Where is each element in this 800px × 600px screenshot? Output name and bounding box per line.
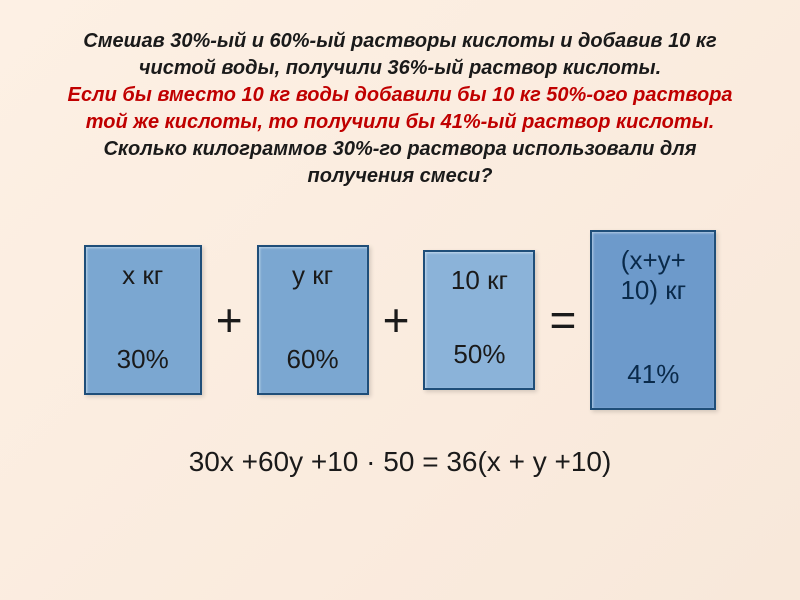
solution-box-1: х кг 30% <box>84 245 202 395</box>
problem-line-3: Если бы вместо 10 кг воды добавили бы 10… <box>67 84 627 106</box>
box4-mass: (х+у+ 10) кг <box>600 246 706 306</box>
box1-percent: 30% <box>117 344 169 375</box>
box3-mass: 10 кг <box>451 266 508 296</box>
problem-line-6: Сколько килограммов 30%-го <box>103 138 401 160</box>
box3-percent: 50% <box>453 339 505 370</box>
solution-box-2: у кг 60% <box>257 245 369 395</box>
plus-operator-1: + <box>210 293 249 347</box>
mixture-diagram: х кг 30% + у кг 60% + 10 кг 50% = (х+у+ … <box>0 230 800 410</box>
problem-line-5: раствор кислоты. <box>522 111 714 133</box>
plus-operator-2: + <box>377 293 416 347</box>
box2-percent: 60% <box>287 344 339 375</box>
balance-equation: 30х +60у +10 · 50 = 36(х + у +10) <box>0 446 800 478</box>
box1-mass: х кг <box>122 261 163 291</box>
result-box: (х+у+ 10) кг 41% <box>590 230 716 410</box>
problem-line-1: Смешав 30%-ый и 60%-ый растворы кислоты … <box>83 30 662 52</box>
problem-statement: Смешав 30%-ый и 60%-ый растворы кислоты … <box>0 0 800 200</box>
solution-box-3: 10 кг 50% <box>423 250 535 390</box>
box2-mass: у кг <box>292 261 333 291</box>
box4-percent: 41% <box>627 359 679 390</box>
equals-operator: = <box>543 293 582 347</box>
